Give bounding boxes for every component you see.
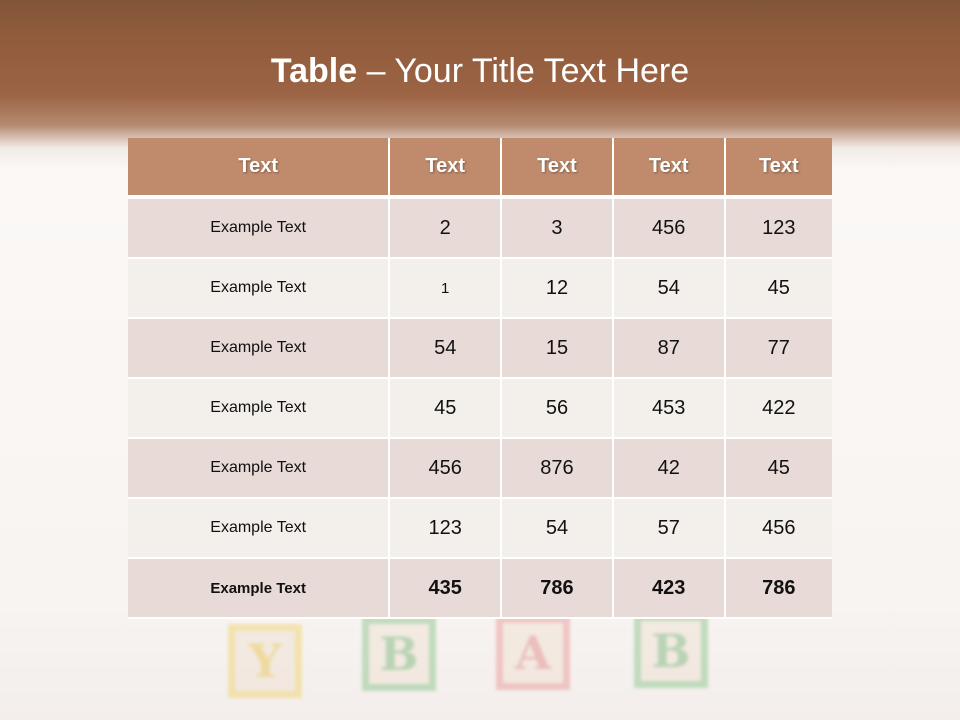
table-cell: 876 bbox=[502, 439, 614, 499]
slide-title: Table – Your Title Text Here bbox=[0, 52, 960, 91]
column-header: Text bbox=[128, 138, 391, 199]
column-header: Text bbox=[502, 138, 614, 199]
header-row: Text Text Text Text Text bbox=[128, 138, 832, 199]
table-cell: 456 bbox=[390, 439, 503, 499]
data-table: Text Text Text Text Text Example Text 2 3 456 12… bbox=[128, 138, 832, 619]
row-label: Example Text bbox=[128, 439, 391, 499]
background-block-b2: B bbox=[634, 614, 708, 688]
table-cell: 456 bbox=[613, 199, 726, 259]
total-row: Example Text 435 786 423 786 bbox=[128, 559, 832, 619]
row-label: Example Text bbox=[128, 559, 391, 619]
row-label: Example Text bbox=[128, 499, 391, 559]
row-label: Example Text bbox=[128, 199, 391, 259]
row-label: Example Text bbox=[128, 319, 391, 379]
table-cell: 1 bbox=[390, 259, 503, 319]
table-cell: 77 bbox=[725, 319, 832, 379]
table-cell: 54 bbox=[613, 259, 726, 319]
table-row: Example Text 54 15 87 77 bbox=[128, 319, 832, 379]
table-cell: 45 bbox=[725, 439, 832, 499]
table-cell: 57 bbox=[613, 499, 726, 559]
column-header: Text bbox=[390, 138, 503, 199]
table-cell: 3 bbox=[502, 199, 614, 259]
table-row: Example Text 45 56 453 422 bbox=[128, 379, 832, 439]
table-row: Example Text 456 876 42 45 bbox=[128, 439, 832, 499]
table-cell: 45 bbox=[725, 259, 832, 319]
table-cell: 87 bbox=[613, 319, 726, 379]
table-cell: 12 bbox=[502, 259, 614, 319]
title-rest: – Your Title Text Here bbox=[357, 52, 690, 90]
table-cell: 786 bbox=[502, 559, 614, 619]
background-block-b: B bbox=[362, 617, 436, 691]
table-cell: 2 bbox=[390, 199, 503, 259]
table-cell: 54 bbox=[502, 499, 614, 559]
table-cell: 423 bbox=[613, 559, 726, 619]
background-block-a: A bbox=[496, 616, 570, 690]
table-cell: 453 bbox=[613, 379, 726, 439]
table-cell: 435 bbox=[390, 559, 503, 619]
row-label: Example Text bbox=[128, 259, 391, 319]
column-header: Text bbox=[725, 138, 832, 199]
table-cell: 54 bbox=[390, 319, 503, 379]
table-cell: 56 bbox=[502, 379, 614, 439]
table-cell: 123 bbox=[725, 199, 832, 259]
table-cell: 456 bbox=[725, 499, 832, 559]
table-cell: 15 bbox=[502, 319, 614, 379]
table-row: Example Text 1 12 54 45 bbox=[128, 259, 832, 319]
table-cell: 42 bbox=[613, 439, 726, 499]
title-bold: Table bbox=[270, 52, 358, 90]
table-cell: 422 bbox=[725, 379, 832, 439]
table-row: Example Text 2 3 456 123 bbox=[128, 199, 832, 259]
table-cell: 123 bbox=[390, 499, 503, 559]
table-cell: 45 bbox=[390, 379, 503, 439]
background-block-y: Y bbox=[228, 624, 302, 698]
column-header: Text bbox=[613, 138, 726, 199]
row-label: Example Text bbox=[128, 379, 391, 439]
table-cell: 786 bbox=[725, 559, 832, 619]
table-row: Example Text 123 54 57 456 bbox=[128, 499, 832, 559]
